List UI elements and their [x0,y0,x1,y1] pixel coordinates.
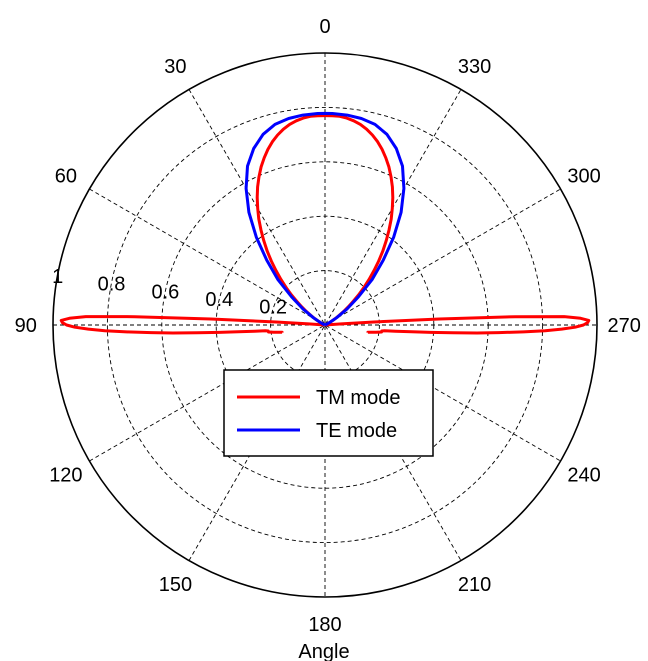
series-line-te-mode [244,111,406,327]
radial-tick-label: 0.2 [259,296,287,318]
radial-tick-label: 0.6 [151,281,179,303]
series-line-tm-mode [59,315,325,335]
angle-tick-label: 210 [458,574,491,596]
angle-tick-label: 300 [567,165,600,187]
angle-tick-label: 150 [159,574,192,596]
angle-tick-label: 120 [49,465,82,487]
radial-grid-circle [106,106,544,544]
outer-boundary [52,52,598,598]
radial-tick-label: 0.8 [98,274,126,296]
radial-tick-label: 0.4 [205,289,233,311]
angle-tick-label: 180 [308,614,341,636]
angle-tick-label: 0 [319,16,330,38]
radial-tick-label: 1 [52,266,63,288]
angle-tick-label: 30 [164,56,186,78]
angle-tick-label: 270 [608,315,641,337]
legend: TM mode TE mode [223,369,434,457]
angle-tick-label: 60 [55,165,77,187]
angle-tick-label: 240 [567,465,600,487]
legend-label-te-mode: TE mode [316,420,397,442]
legend-label-tm-mode: TM mode [316,387,400,409]
series-line-tm-mode [325,315,591,335]
data-series [59,111,591,335]
legend-box [223,369,434,457]
tick-labels: 0 30 60 90 120 150 180 210 240 270 300 330 0.2 0.4 0.6… [15,16,641,636]
angle-tick-label: 330 [458,56,491,78]
x-axis-label: Angle [298,641,349,661]
angle-tick-label: 90 [15,315,37,337]
